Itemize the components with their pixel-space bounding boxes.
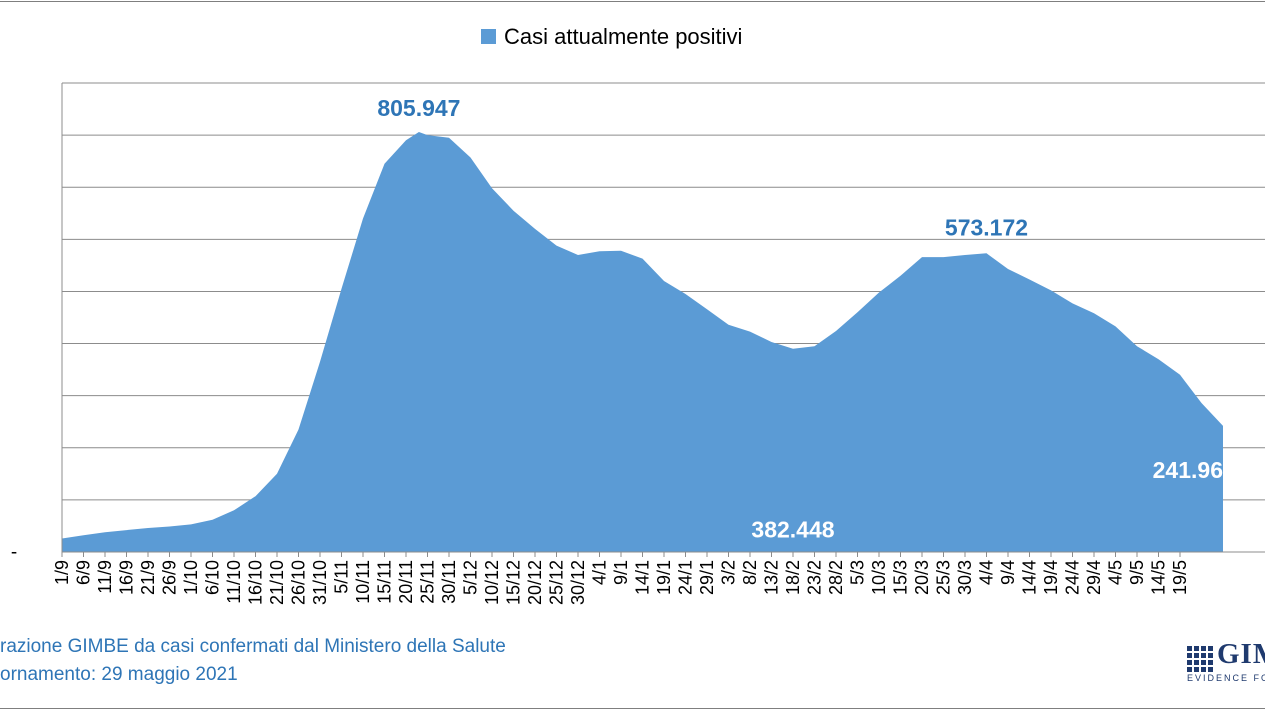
data-label: 241.96 <box>1153 457 1223 483</box>
x-tick-label: 8/2 <box>740 560 760 585</box>
x-tick-label: 1/9 <box>52 560 72 585</box>
x-tick-label: 21/9 <box>138 560 158 595</box>
x-tick-label: 19/1 <box>654 560 674 595</box>
x-tick-label: 30/11 <box>439 560 459 604</box>
source-text: razione GIMBE da casi confermati dal Min… <box>0 636 506 657</box>
x-tick-label: 25/11 <box>418 560 438 604</box>
x-tick-label: 5/11 <box>332 560 352 594</box>
x-tick-label: 25/12 <box>547 560 567 605</box>
x-tick-label: 15/3 <box>891 560 911 595</box>
x-tick-label: 10/11 <box>353 560 373 604</box>
x-tick-label: 6/10 <box>203 560 223 595</box>
x-tick-label: 14/4 <box>1020 560 1040 595</box>
x-tick-label: 26/10 <box>289 560 309 605</box>
x-tick-label: 4/4 <box>977 560 997 585</box>
x-axis: 1/9 6/9 11/9 16/9 21/9 26/9 1/10 6/10 11/10 16/10… <box>52 551 1265 605</box>
x-tick-label: 28/2 <box>826 560 846 595</box>
x-tick-label: 9/5 <box>1127 560 1147 585</box>
data-labels: 805.947 573.172 382.448 241.96 <box>377 95 1223 543</box>
x-tick-label: 15/11 <box>375 560 395 604</box>
x-tick-label: 10/3 <box>869 560 889 595</box>
x-tick-label: 11/10 <box>224 560 244 604</box>
logo-grid-icon <box>1187 646 1213 672</box>
logo-text: GIM <box>1217 638 1265 670</box>
x-tick-label: 24/1 <box>676 560 696 595</box>
x-tick-label: 19/4 <box>1041 560 1061 595</box>
x-tick-label: 5/12 <box>461 560 481 595</box>
updated-text: ornamento: 29 maggio 2021 <box>0 664 238 685</box>
chart: - 1/9 6/9 11/9 16/9 21/9 26/9 1/10 6/10 11/10 16/… <box>11 24 1265 605</box>
x-tick-label: 19/5 <box>1170 560 1190 595</box>
legend: Casi attualmente positivi <box>481 24 742 49</box>
legend-swatch <box>481 29 496 44</box>
x-tick-label: 5/3 <box>848 560 868 585</box>
x-tick-label: 25/3 <box>934 560 954 595</box>
x-tick-label: 3/2 <box>719 560 739 585</box>
x-tick-label: 16/10 <box>246 560 266 605</box>
x-tick-label: 15/12 <box>504 560 524 605</box>
x-tick-label: 21/10 <box>267 560 287 605</box>
x-tick-label: 30/3 <box>955 560 975 595</box>
x-tick-label: 16/9 <box>117 560 137 595</box>
x-tick-label: 18/2 <box>783 560 803 595</box>
x-tick-label: 20/11 <box>396 560 416 604</box>
x-tick-label: 29/1 <box>697 560 717 595</box>
x-tick-label: 14/5 <box>1149 560 1169 595</box>
x-tick-label: 4/1 <box>590 560 610 585</box>
x-tick-label: 9/4 <box>998 560 1018 585</box>
x-tick-label: 23/2 <box>805 560 825 595</box>
legend-label: Casi attualmente positivi <box>504 24 742 49</box>
x-tick-label: 10/12 <box>482 560 502 605</box>
x-tick-label: 11/9 <box>95 560 115 594</box>
x-tick-label: 13/2 <box>762 560 782 595</box>
x-tick-label: 4/5 <box>1106 560 1126 585</box>
top-frame-line <box>0 1 1265 2</box>
x-tick-label: 1/10 <box>181 560 201 595</box>
area-series <box>62 132 1223 552</box>
x-tick-label: 6/9 <box>74 560 94 585</box>
data-label: 573.172 <box>945 214 1028 240</box>
area-fill <box>62 132 1223 552</box>
x-tick-label: 20/3 <box>912 560 932 595</box>
x-tick-label: 20/12 <box>525 560 545 605</box>
x-tick-label: 30/12 <box>568 560 588 605</box>
bottom-frame-line <box>0 708 1265 709</box>
y-tick-label: - <box>11 542 17 563</box>
x-tick-label: 29/4 <box>1084 560 1104 595</box>
y-axis: - <box>11 83 63 563</box>
x-tick-label: 31/10 <box>310 560 330 605</box>
x-tick-label: 26/9 <box>160 560 180 595</box>
x-tick-label: 24/4 <box>1063 560 1083 595</box>
data-label: 805.947 <box>377 95 460 121</box>
x-tick-label: 14/1 <box>633 560 653 595</box>
logo-subtext: EVIDENCE FO <box>1187 673 1265 683</box>
data-label: 382.448 <box>751 517 834 543</box>
x-tick-label: 9/1 <box>611 560 631 585</box>
